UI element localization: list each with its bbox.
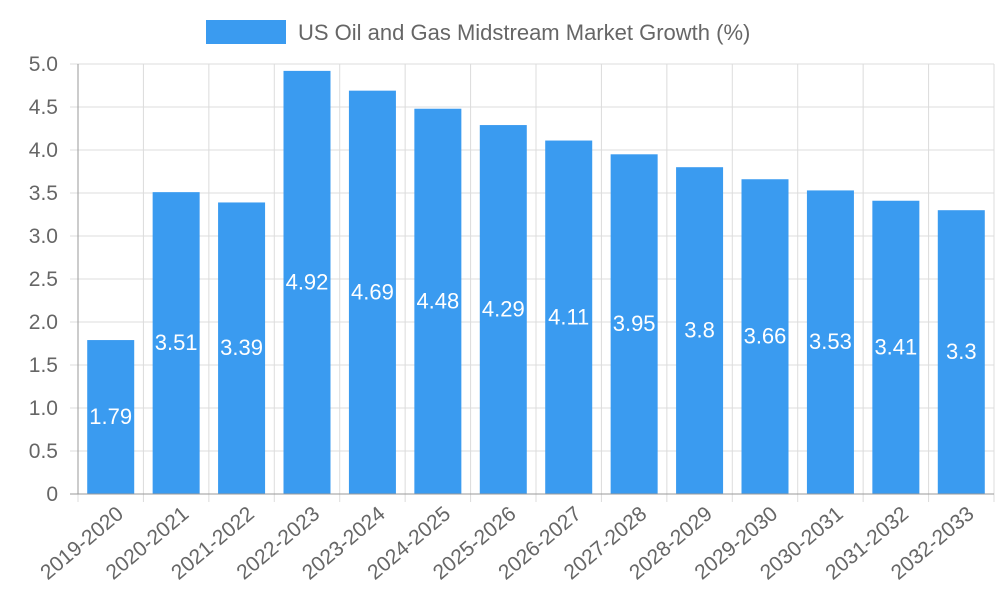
bar[interactable] xyxy=(806,190,854,495)
grid xyxy=(70,63,995,502)
y-tick-label: 3.5 xyxy=(29,182,58,205)
bar-value-label: 4.69 xyxy=(351,279,394,304)
y-tick-label: 4.5 xyxy=(29,96,58,119)
y-tick-label: 3.0 xyxy=(29,225,58,248)
bar-value-label: 4.92 xyxy=(286,269,329,294)
y-tick-label: 1.0 xyxy=(29,397,58,420)
bar-value-label: 3.95 xyxy=(613,311,656,336)
bar[interactable] xyxy=(545,140,593,495)
bar[interactable] xyxy=(218,202,266,494)
y-tick-label: 2.5 xyxy=(29,268,58,291)
bar-value-label: 4.48 xyxy=(416,288,459,313)
y-tick-label: 4.0 xyxy=(29,139,58,162)
bar[interactable] xyxy=(87,340,135,494)
bar-value-label: 4.11 xyxy=(548,304,589,329)
y-tick-label: 0 xyxy=(46,483,58,506)
bar-value-label: 1.79 xyxy=(89,404,132,429)
legend[interactable]: US Oil and Gas Midstream Market Growth (… xyxy=(206,20,750,45)
bar[interactable] xyxy=(676,167,724,494)
bar-value-label: 3.41 xyxy=(874,334,917,359)
bar-value-label: 3.51 xyxy=(155,330,198,355)
bar[interactable] xyxy=(479,125,527,494)
bar[interactable] xyxy=(610,154,658,495)
y-tick-label: 2.0 xyxy=(29,311,58,334)
bars xyxy=(87,70,985,495)
bar[interactable] xyxy=(152,192,200,494)
y-tick-label: 1.5 xyxy=(29,354,58,377)
bar-value-label: 3.66 xyxy=(744,324,787,349)
bar[interactable] xyxy=(348,90,396,494)
bar-value-label: 3.3 xyxy=(946,339,977,364)
bar[interactable] xyxy=(414,108,462,494)
legend-label[interactable]: US Oil and Gas Midstream Market Growth (… xyxy=(298,20,750,45)
legend-swatch[interactable] xyxy=(206,20,286,44)
bar[interactable] xyxy=(872,200,920,495)
bar-value-label: 3.8 xyxy=(684,318,715,343)
bar[interactable] xyxy=(741,179,789,495)
bar-value-label: 3.39 xyxy=(220,335,263,360)
bar-value-label: 4.29 xyxy=(482,297,525,322)
bar[interactable] xyxy=(283,70,331,494)
data-labels: 1.79 3.51 3.39 4.92 4.69 4.48 4.29 4.11 3.95 3.8 3… xyxy=(89,269,976,429)
y-tick-label: 5.0 xyxy=(29,53,58,76)
bar-value-label: 3.53 xyxy=(809,329,852,354)
bar[interactable] xyxy=(937,210,985,494)
y-tick-label: 0.5 xyxy=(29,440,58,463)
